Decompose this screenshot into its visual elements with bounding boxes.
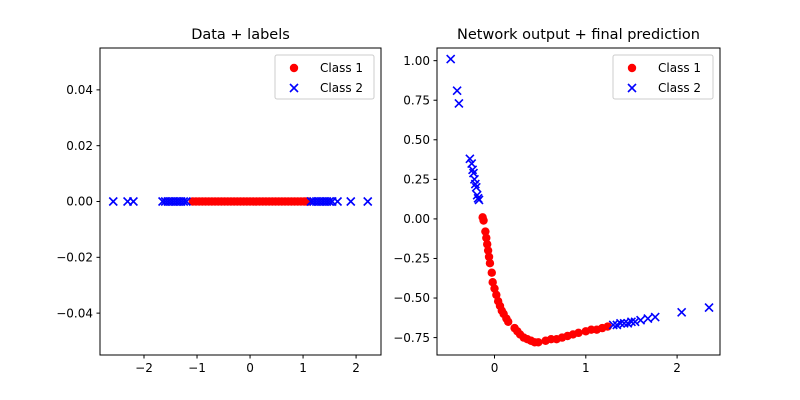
legend-marker-class-1 bbox=[289, 63, 299, 73]
y-tick-label: 0.04 bbox=[66, 83, 93, 97]
y-tick-label: −0.75 bbox=[393, 331, 430, 345]
point-class-2 bbox=[325, 196, 335, 207]
y-tick-label: 1.00 bbox=[403, 54, 430, 68]
point-class-1 bbox=[492, 290, 501, 300]
point-class-2 bbox=[619, 318, 629, 328]
legend-left: Class 1 Class 2 bbox=[274, 54, 375, 100]
point-class-2 bbox=[332, 196, 343, 207]
point-class-2 bbox=[471, 182, 481, 192]
y-tick-label: −0.02 bbox=[56, 251, 93, 265]
legend-label-class-1: Class 1 bbox=[320, 61, 363, 75]
legend-marker-class-1 bbox=[627, 63, 637, 73]
x-tick-label: 2 bbox=[673, 361, 681, 375]
legend-label-class-2: Class 2 bbox=[658, 81, 701, 95]
data-markers-left bbox=[108, 196, 373, 207]
point-class-2 bbox=[630, 317, 640, 327]
point-class-2 bbox=[452, 86, 462, 96]
y-tick-label: −0.25 bbox=[393, 252, 430, 266]
x-tick-label: −1 bbox=[188, 361, 206, 375]
legend-box-right bbox=[612, 54, 714, 100]
point-class-1 bbox=[482, 233, 491, 243]
x-tick-label: −2 bbox=[135, 361, 153, 375]
y-tick-label: 0.25 bbox=[403, 173, 430, 187]
point-class-2 bbox=[181, 196, 191, 207]
point-class-1 bbox=[534, 338, 543, 347]
point-class-2 bbox=[643, 314, 653, 324]
point-class-2 bbox=[128, 196, 138, 207]
point-class-2 bbox=[626, 317, 637, 327]
y-tick-label: −0.04 bbox=[56, 306, 93, 320]
legend-box-left bbox=[274, 54, 375, 100]
y-tick-label: 0.50 bbox=[403, 133, 430, 147]
point-class-2 bbox=[677, 307, 687, 317]
point-class-1 bbox=[488, 278, 497, 287]
point-class-2 bbox=[608, 320, 618, 330]
legend-marker-class-2 bbox=[289, 83, 299, 93]
point-class-2 bbox=[454, 98, 464, 108]
axis-ticks-left: −2 −1 0 1 2 −0.04 −0.02 0.00 0.02 0.04 bbox=[56, 83, 360, 375]
title-network-output: Network output + final prediction bbox=[457, 27, 700, 43]
point-class-2 bbox=[704, 302, 714, 313]
y-tick-label: 0.00 bbox=[403, 212, 430, 226]
y-tick-label: 0.75 bbox=[403, 93, 430, 107]
point-class-1 bbox=[483, 246, 493, 255]
point-class-1 bbox=[479, 216, 488, 225]
point-class-1 bbox=[484, 252, 494, 262]
point-class-2 bbox=[363, 196, 373, 207]
legend-label-class-1: Class 1 bbox=[658, 61, 701, 75]
point-class-1 bbox=[487, 268, 496, 277]
x-tick-label: 0 bbox=[246, 361, 254, 375]
point-class-2 bbox=[472, 190, 482, 200]
x-tick-label: 2 bbox=[352, 361, 360, 375]
axis-ticks-right: 0 1 2 −0.75 −0.50 −0.25 0.00 0.25 0.50 0.75 1.00 bbox=[393, 54, 681, 375]
plot-area-right bbox=[436, 47, 721, 356]
point-class-2 bbox=[650, 312, 660, 322]
point-class-2 bbox=[346, 196, 356, 207]
point-class-1 bbox=[485, 259, 495, 268]
point-class-2 bbox=[474, 195, 484, 205]
x-tick-label: 0 bbox=[491, 361, 499, 375]
point-class-1 bbox=[490, 284, 499, 293]
point-class-2 bbox=[465, 154, 475, 164]
plot-area-left bbox=[99, 47, 382, 356]
title-data-labels: Data + labels bbox=[191, 27, 290, 43]
point-class-1 bbox=[481, 227, 490, 236]
legend-right: Class 1 Class 2 bbox=[612, 54, 714, 100]
point-class-2 bbox=[446, 54, 456, 64]
point-class-1 bbox=[504, 317, 513, 326]
y-tick-label: 0.00 bbox=[66, 195, 93, 209]
panel-network-output: Network output + final prediction 0 1 2 −0.… bbox=[393, 27, 721, 375]
point-class-1 bbox=[574, 328, 583, 338]
x-tick-label: 1 bbox=[582, 361, 590, 375]
y-tick-label: −0.50 bbox=[393, 291, 430, 305]
data-markers-right bbox=[446, 54, 714, 347]
legend-label-class-2: Class 2 bbox=[320, 81, 363, 95]
point-class-2 bbox=[468, 165, 478, 175]
point-class-2 bbox=[636, 315, 646, 325]
point-class-2 bbox=[615, 318, 626, 328]
point-class-2 bbox=[108, 196, 118, 207]
point-class-1 bbox=[483, 240, 492, 249]
legend-marker-class-2 bbox=[627, 83, 637, 93]
panel-data-labels: Data + labels −2 −1 0 1 2 −0.04 −0.02 0.00 0.02 0… bbox=[56, 27, 382, 375]
point-class-2 bbox=[470, 179, 480, 189]
point-class-2 bbox=[179, 196, 189, 207]
x-tick-label: 1 bbox=[299, 361, 307, 375]
y-tick-label: 0.02 bbox=[66, 139, 93, 153]
